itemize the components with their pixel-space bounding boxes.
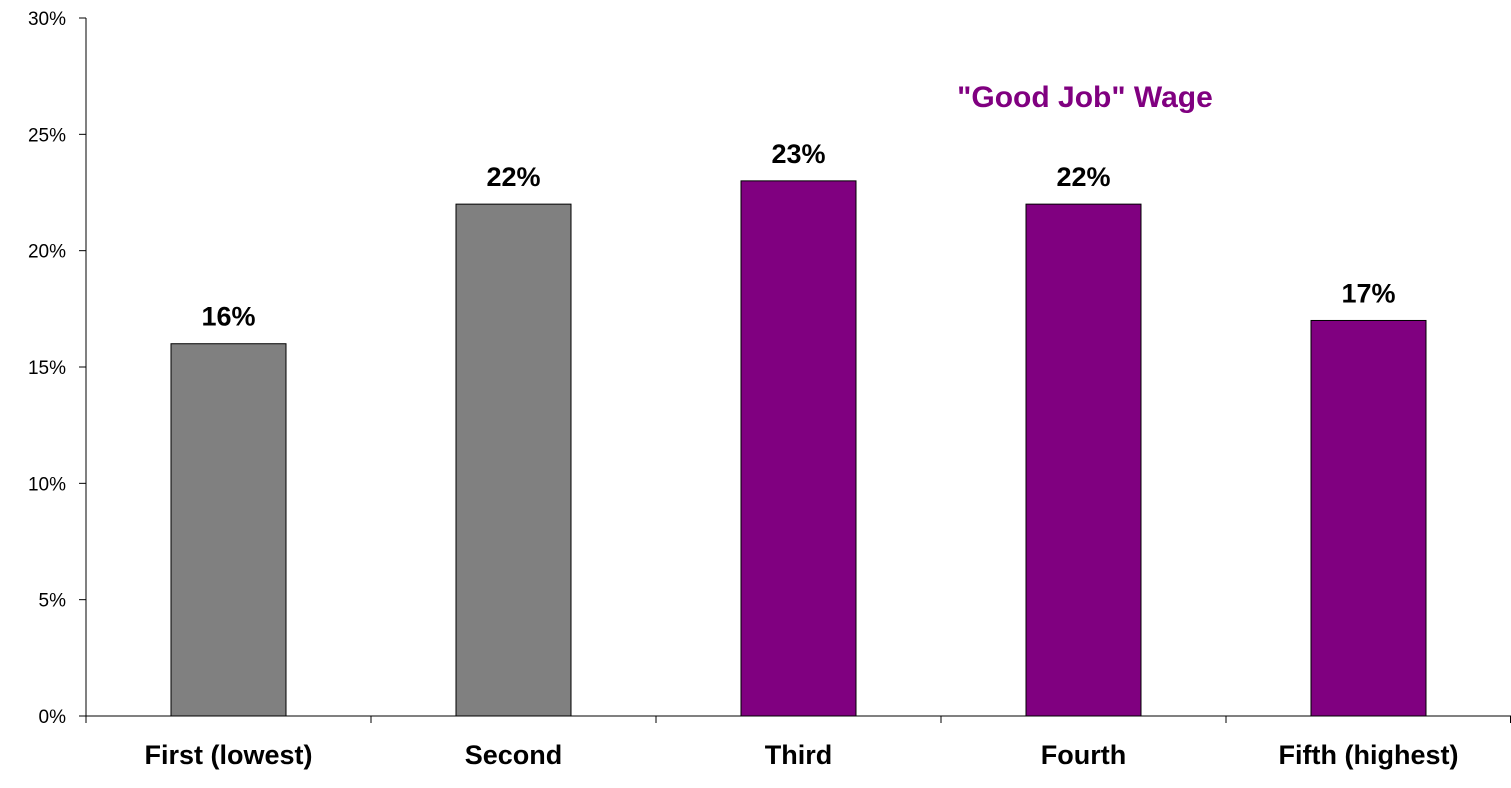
x-category-label: Second [465, 740, 563, 770]
x-category-label: Fourth [1041, 740, 1126, 770]
good-job-wage-annotation: "Good Job" Wage [957, 81, 1213, 114]
bar [1310, 319, 1427, 717]
bar [740, 180, 857, 717]
y-tick-label: 0% [39, 707, 67, 728]
bar-value-label: 22% [1056, 162, 1110, 192]
x-axis: First (lowest) Second Third Fourth Fifth (hi… [85, 715, 1511, 770]
data-labels: 16% 22% 23% 22% 17% [201, 139, 1395, 332]
bar [170, 343, 287, 717]
y-tick-label: 15% [28, 358, 66, 379]
bar-value-label: 17% [1341, 278, 1395, 308]
x-category-label: Third [765, 740, 833, 770]
x-category-label: First (lowest) [144, 740, 312, 770]
y-tick-label: 20% [28, 242, 66, 263]
bar [455, 203, 572, 717]
y-tick-label: 30% [28, 9, 66, 30]
bar-value-label: 22% [486, 162, 540, 192]
bar-value-label: 16% [201, 302, 255, 332]
bar [1025, 203, 1142, 717]
y-tick-label: 25% [28, 125, 66, 146]
bars [170, 180, 1427, 717]
y-tick-label: 5% [39, 591, 67, 612]
y-axis: 0% 5% 10% 15% 20% 25% 30% [28, 9, 87, 728]
x-category-label: Fifth (highest) [1279, 740, 1459, 770]
bar-value-label: 23% [771, 139, 825, 169]
y-tick-label: 10% [28, 474, 66, 495]
